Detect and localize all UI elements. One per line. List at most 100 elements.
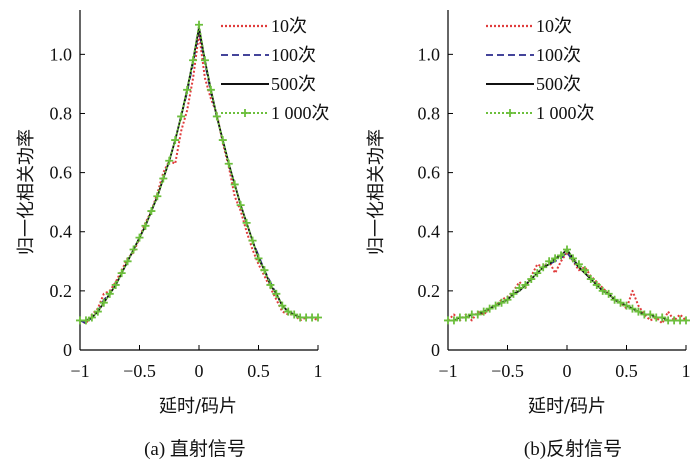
series-line-2 xyxy=(80,26,318,322)
panel-a-plot: 0 0.2 0.4 0.6 0.8 1.0 −1 −0.5 0 0.5 1 10次 100次 500次 1 … xyxy=(50,10,330,381)
legend-label-3: 1 000次 xyxy=(271,103,330,123)
y-tick-label: 0.6 xyxy=(418,163,441,183)
series-marker xyxy=(604,289,613,298)
x-tick-label: −1 xyxy=(70,361,89,381)
series-marker xyxy=(242,218,251,227)
series-marker xyxy=(212,112,221,121)
legend-label-0: 10次 xyxy=(271,16,307,36)
series-marker xyxy=(449,316,458,325)
series-marker xyxy=(147,207,156,216)
series-marker xyxy=(171,136,180,145)
x-tick-label: 0.5 xyxy=(615,361,638,381)
panel-a-xlabel: 延时/码片 xyxy=(159,396,237,417)
panel-b-caption: (b)反射信号 xyxy=(524,438,622,460)
series-marker xyxy=(135,233,144,242)
panel-a: 归一化相关功率 0 0.2 0.4 0.6 0.8 1.0 −1 −0.5 0 0.5 1 10次 10… xyxy=(16,10,330,460)
legend-label-1: 100次 xyxy=(271,45,316,65)
series-marker xyxy=(206,85,215,94)
series-marker xyxy=(290,310,299,319)
series-marker xyxy=(248,236,257,245)
series-marker xyxy=(497,298,506,307)
series-marker xyxy=(682,316,690,325)
y-tick-label: 0.8 xyxy=(418,103,441,123)
series-marker xyxy=(533,269,542,278)
series-marker xyxy=(260,266,269,275)
y-tick-label: 0.4 xyxy=(418,222,441,242)
series-marker xyxy=(272,289,281,298)
panel-b-xlabel: 延时/码片 xyxy=(528,396,606,417)
series-marker xyxy=(473,310,482,319)
panel-b: 归一化相关功率 0 0.2 0.4 0.6 0.8 1.0 −1 −0.5 0 0.5 1 10次 10… xyxy=(366,10,691,460)
series-marker xyxy=(236,201,245,210)
series-marker xyxy=(557,251,566,260)
series-marker xyxy=(479,307,488,316)
series-marker xyxy=(314,313,322,322)
series-marker xyxy=(87,313,96,322)
panel-b-plot: 0 0.2 0.4 0.6 0.8 1.0 −1 −0.5 0 0.5 1 10次 100次 500次 1 … xyxy=(418,10,691,381)
series-marker xyxy=(278,301,287,310)
series-marker xyxy=(254,254,263,263)
series-marker xyxy=(658,313,667,322)
series-marker xyxy=(266,280,275,289)
series-marker xyxy=(189,56,198,65)
series-marker xyxy=(622,301,631,310)
series-marker xyxy=(545,257,554,266)
series-marker xyxy=(580,266,589,275)
series-marker xyxy=(491,301,500,310)
series-marker xyxy=(551,254,560,263)
series-marker xyxy=(123,257,132,266)
series-marker xyxy=(218,136,227,145)
legend-marker-3 xyxy=(506,109,514,117)
legend-label-0: 10次 xyxy=(536,16,572,36)
y-tick-label: 1.0 xyxy=(50,44,73,64)
series-marker xyxy=(141,221,150,230)
series-marker xyxy=(592,280,601,289)
series-marker xyxy=(598,286,607,295)
legend-label-3: 1 000次 xyxy=(536,103,595,123)
series-marker xyxy=(284,307,293,316)
series-marker xyxy=(628,304,637,313)
y-tick-label: 1.0 xyxy=(418,44,441,64)
series-marker xyxy=(485,304,494,313)
series-marker xyxy=(527,275,536,284)
x-tick-label: 0 xyxy=(563,361,572,381)
series-marker xyxy=(634,307,643,316)
y-tick-label: 0.2 xyxy=(50,281,73,301)
series-marker xyxy=(111,280,120,289)
legend-label-2: 500次 xyxy=(536,74,581,94)
series-marker xyxy=(616,298,625,307)
panel-b-ylabel: 归一化相关功率 xyxy=(366,129,387,255)
y-tick-label: 0 xyxy=(431,340,440,360)
series-marker xyxy=(230,180,239,189)
series-marker xyxy=(461,313,470,322)
panel-a-caption: (a) 直射信号 xyxy=(144,438,246,460)
x-tick-label: 1 xyxy=(314,361,323,381)
y-tick-label: 0.6 xyxy=(50,163,73,183)
panel-a-ylabel: 归一化相关功率 xyxy=(16,129,37,255)
x-tick-label: −0.5 xyxy=(123,361,156,381)
series-marker xyxy=(81,316,90,325)
x-tick-label: −1 xyxy=(438,361,457,381)
series-marker xyxy=(568,254,577,263)
series-marker xyxy=(574,260,583,269)
y-tick-label: 0.4 xyxy=(50,222,73,242)
series-marker xyxy=(129,245,138,254)
legend-marker-3 xyxy=(241,109,249,117)
series-marker xyxy=(117,269,126,278)
y-tick-label: 0.2 xyxy=(418,281,441,301)
series-marker xyxy=(183,85,192,94)
series-marker xyxy=(224,159,233,168)
series-marker xyxy=(93,307,102,316)
series-marker xyxy=(610,295,619,304)
series-marker xyxy=(99,298,108,307)
series-marker xyxy=(105,289,114,298)
legend-label-2: 500次 xyxy=(271,74,316,94)
series-marker xyxy=(200,56,209,65)
x-tick-label: 1 xyxy=(682,361,691,381)
x-tick-label: 0 xyxy=(195,361,204,381)
series-marker xyxy=(521,280,530,289)
x-tick-label: 0.5 xyxy=(247,361,270,381)
y-tick-label: 0.8 xyxy=(50,103,73,123)
series-line-3 xyxy=(80,23,318,322)
